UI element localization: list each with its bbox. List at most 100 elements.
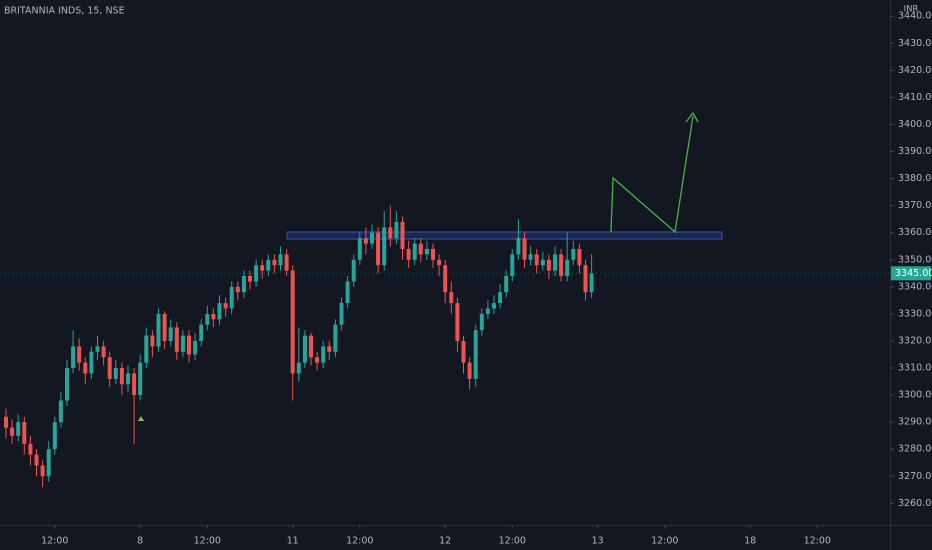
candle-body [16, 422, 21, 436]
candle-body [168, 327, 173, 341]
signal-marker [138, 416, 144, 421]
candle-body [363, 238, 368, 244]
y-tick-label: 3280.00 [898, 444, 932, 455]
candle-body [412, 243, 417, 260]
last-price-label: 3345.00 [895, 268, 932, 279]
candle-body [144, 335, 149, 363]
candle-body [46, 449, 51, 477]
candle-body [40, 465, 45, 477]
candle-body [187, 335, 191, 355]
candle-body [58, 400, 63, 423]
candle-body [223, 303, 228, 309]
x-tick-label: 18 [744, 536, 756, 547]
candle-body [424, 248, 429, 255]
candle-body [101, 346, 106, 358]
candle-body [400, 221, 405, 249]
y-tick-label: 3420.00 [898, 65, 932, 76]
y-tick-label: 3330.00 [898, 308, 932, 319]
candle-body [571, 248, 576, 260]
x-tick-label: 12:00 [499, 536, 526, 547]
candle-body [504, 276, 509, 293]
y-tick-label: 3300.00 [898, 390, 932, 401]
candle-body [302, 335, 307, 363]
candle-body [327, 346, 332, 352]
candle-body [485, 308, 490, 314]
candle-body [388, 227, 393, 239]
candle-body [382, 227, 387, 266]
candle-body [534, 254, 539, 266]
candle-body [553, 254, 557, 271]
x-tick-label: 12:00 [804, 536, 831, 547]
candle-body [126, 373, 130, 385]
candle-body [4, 416, 8, 428]
candle-body [83, 362, 88, 374]
candle-body [546, 259, 551, 271]
candle-body [309, 335, 313, 358]
candle-body [22, 422, 27, 444]
y-tick-label: 3360.00 [898, 227, 932, 238]
candle-body [248, 276, 252, 282]
y-tick-label: 3390.00 [898, 146, 932, 157]
candle-body [510, 254, 515, 277]
candle-body [107, 357, 112, 379]
candle-body [394, 221, 399, 239]
candle-body [370, 232, 374, 244]
candle-body [583, 265, 588, 293]
candle-body [71, 346, 76, 369]
arrow-head [685, 111, 699, 123]
candle-body [10, 427, 15, 436]
candle-body [479, 313, 484, 331]
candle-body [89, 351, 94, 374]
x-tick-label: 12 [439, 536, 451, 547]
candle-body [589, 273, 594, 293]
candle-body [180, 335, 185, 352]
y-tick-label: 3320.00 [898, 335, 932, 346]
candle-body [150, 335, 155, 347]
y-tick-label: 3340.00 [898, 281, 932, 292]
candle-body [77, 346, 82, 363]
y-tick-label: 3350.00 [898, 254, 932, 265]
x-tick-label: 11 [287, 536, 299, 547]
last-price-box [891, 266, 931, 281]
x-tick-label: 13 [592, 536, 604, 547]
candle-body [540, 259, 545, 266]
candle-body [522, 238, 527, 260]
candle-body [528, 254, 533, 260]
candle-body [138, 362, 143, 396]
y-tick-label: 3440.00 [898, 11, 932, 22]
candle-body [95, 346, 100, 352]
projection-arrow [610, 115, 694, 234]
candle-body [260, 265, 265, 271]
y-tick-label: 3430.00 [898, 38, 932, 49]
y-tick-label: 3410.00 [898, 92, 932, 103]
candle-body [357, 238, 362, 260]
candle-body [467, 362, 472, 379]
candle-body [455, 303, 460, 341]
candle-body [284, 254, 289, 271]
x-tick-label: 12:00 [346, 536, 373, 547]
candle-body [174, 327, 179, 352]
candle-body [156, 313, 161, 347]
candle-body [345, 281, 350, 304]
candle-body [52, 422, 57, 450]
candle-body [577, 248, 582, 266]
candle-body [321, 346, 326, 363]
x-tick-label: 12:00 [41, 536, 68, 547]
candle-body [290, 270, 295, 374]
candle-body [418, 243, 423, 255]
x-tick-label: 8 [137, 536, 143, 547]
candle-body [473, 330, 478, 379]
candle-body [498, 292, 503, 304]
candle-body [431, 248, 435, 260]
candle-body [406, 248, 411, 260]
chart-title: BRITANNIA INDS, 15, NSE [4, 6, 125, 17]
y-tick-label: 3310.00 [898, 363, 932, 374]
candle-body [278, 254, 283, 266]
candle-body [339, 303, 344, 325]
candle-body [376, 232, 381, 266]
x-tick-label: 12:00 [194, 536, 221, 547]
currency-label: INR [904, 5, 919, 15]
candle-body [437, 259, 442, 266]
